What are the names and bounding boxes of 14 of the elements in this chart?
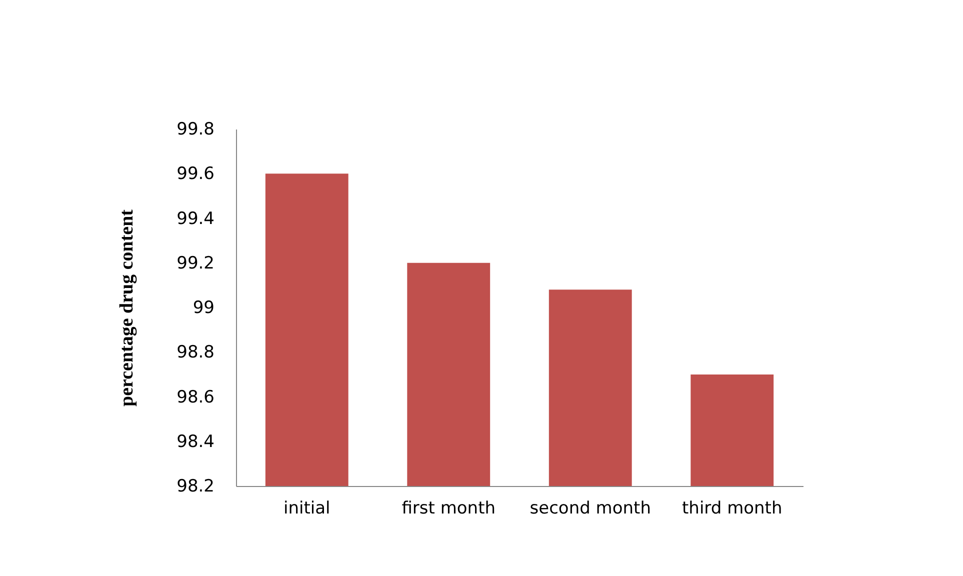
- x-tick-label: first month: [402, 498, 496, 518]
- y-tick-label: 99.6: [176, 164, 214, 184]
- y-tick-label: 99.4: [176, 208, 214, 229]
- y-tick-label: 98.2: [176, 476, 214, 496]
- y-tick-label: 99: [192, 298, 214, 318]
- y-tick-label: 99.2: [176, 253, 214, 274]
- y-tick-label: 98.8: [176, 342, 214, 363]
- x-tick-label: third month: [682, 498, 782, 518]
- y-tick-label: 99.8: [176, 120, 214, 140]
- x-tick-label: initial: [284, 498, 330, 518]
- y-axis-title: percentage drug content: [116, 208, 138, 407]
- x-tick-label: second month: [530, 498, 651, 518]
- y-tick-label: 98.4: [176, 432, 214, 452]
- y-tick-label: 98.6: [176, 387, 214, 408]
